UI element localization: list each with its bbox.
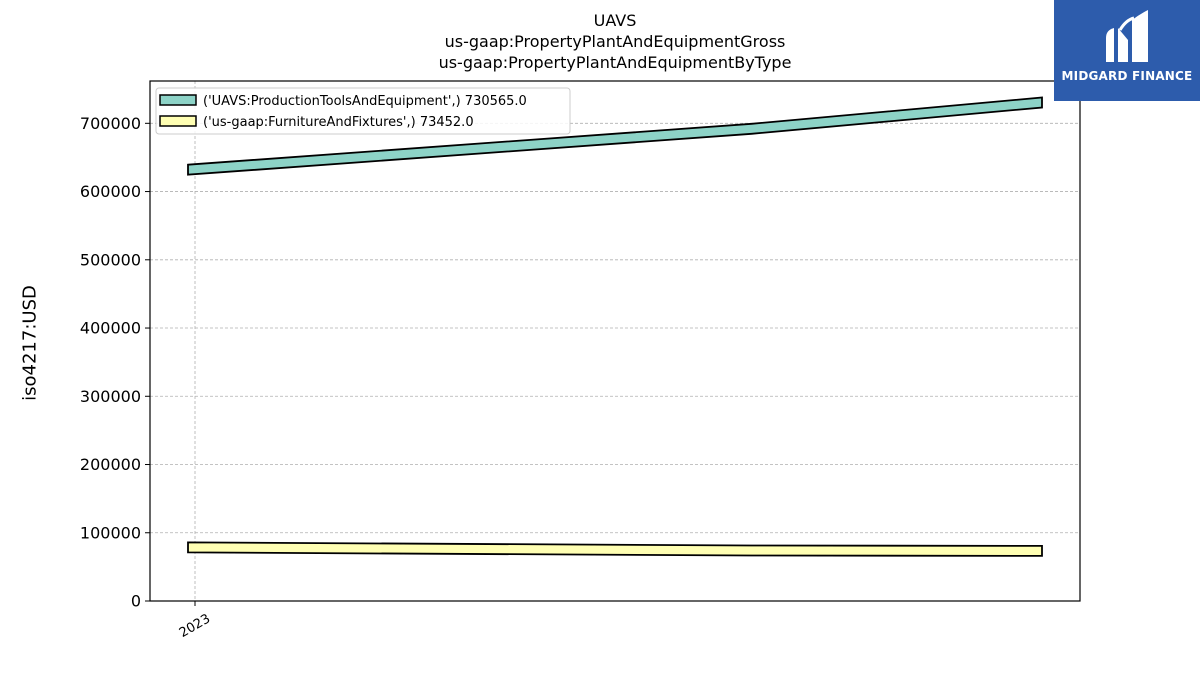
legend-swatch-1 — [159, 94, 197, 106]
x-tick-label: 2023 — [177, 611, 213, 641]
y-tick-label: 200000 — [80, 455, 141, 474]
series-layer — [187, 96, 1043, 557]
legend-box — [155, 87, 571, 135]
y-tick-label: 300000 — [80, 387, 141, 406]
series-band-1 — [187, 96, 1043, 176]
chart-title-line-3: us-gaap:PropertyPlantAndEquipmentByType — [438, 53, 792, 72]
logo-text: MIDGARD FINANCE — [1061, 69, 1193, 83]
chart-title-line-1: UAVS — [593, 11, 637, 30]
y-axis-label: iso4217:USD — [19, 285, 41, 401]
legend-swatch-2 — [159, 115, 197, 127]
plot-frame — [149, 80, 1081, 602]
y-tick-label: 400000 — [80, 319, 141, 338]
legend-label-2: ('us-gaap:FurnitureAndFixtures',) 73452.… — [203, 115, 474, 130]
y-tick-label: 600000 — [80, 182, 141, 201]
x-axis-ticks: 2023 — [177, 601, 213, 641]
legend: ('UAVS:ProductionToolsAndEquipment',) 73… — [155, 87, 571, 135]
y-tick-label: 100000 — [80, 523, 141, 542]
y-tick-label: 0 — [131, 592, 141, 611]
midgard-finance-logo: MIDGARD FINANCE — [1054, 0, 1200, 101]
legend-label-1: ('UAVS:ProductionToolsAndEquipment',) 73… — [203, 94, 527, 109]
series-band-2 — [187, 541, 1043, 557]
logo-mark-icon — [1106, 10, 1148, 62]
y-axis-ticks: 0 100000 200000 300000 400000 500000 600000 700… — [80, 114, 150, 611]
y-tick-label: 500000 — [80, 250, 141, 269]
y-tick-label: 700000 — [80, 114, 141, 133]
chart-title-line-2: us-gaap:PropertyPlantAndEquipmentGross — [444, 32, 786, 51]
